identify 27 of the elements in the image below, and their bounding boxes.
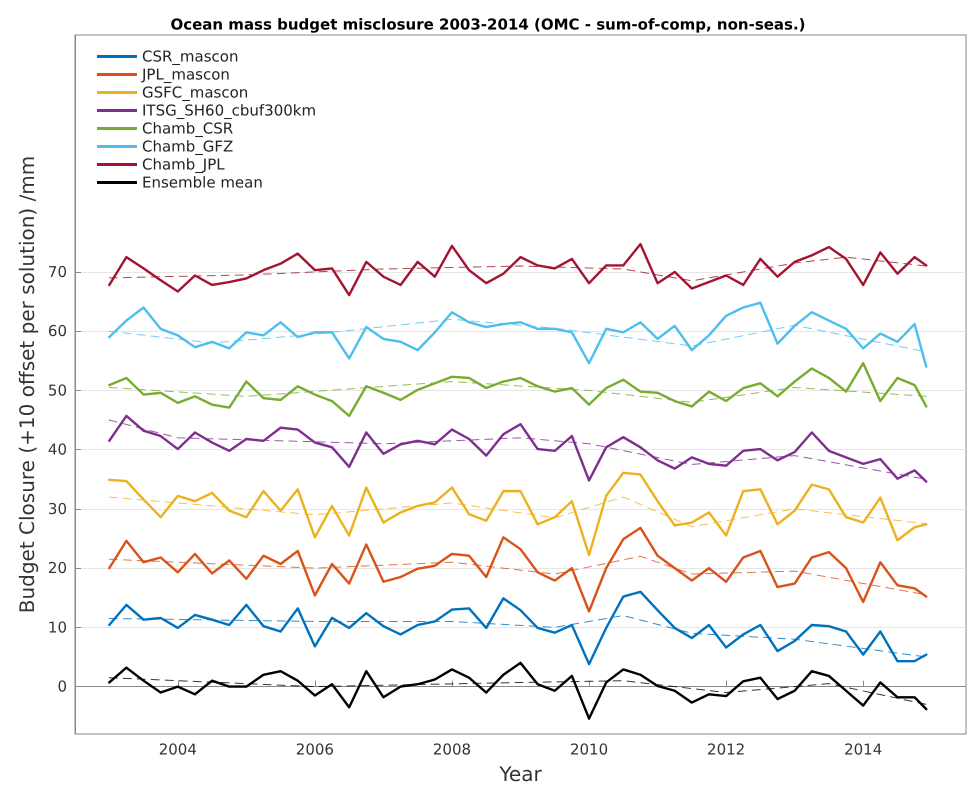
x-tick-label: 2006 bbox=[296, 740, 334, 758]
x-tick-label: 2014 bbox=[844, 740, 882, 758]
x-tick-label: 2008 bbox=[432, 740, 472, 758]
legend-label: ITSG_SH60_cbuf300km bbox=[142, 102, 316, 120]
legend-label: Chamb_GFZ bbox=[142, 138, 234, 156]
chart-title: Ocean mass budget misclosure 2003-2014 (OMC - sum-of-comp, non-seas.) bbox=[170, 16, 806, 34]
x-tick-label: 2004 bbox=[158, 740, 197, 758]
legend-label: JPL_mascon bbox=[141, 66, 230, 84]
y-tick-label: 30 bbox=[48, 500, 67, 518]
x-tick-label: 2012 bbox=[707, 740, 746, 758]
y-tick-label: 0 bbox=[57, 678, 67, 696]
y-axis-title: Budget Closure (+10 offset per solution) /mm bbox=[15, 156, 39, 614]
legend-label: Chamb_JPL bbox=[142, 156, 226, 174]
legend-label: GSFC_mascon bbox=[142, 84, 248, 102]
y-tick-label: 50 bbox=[48, 381, 67, 400]
legend-label: CSR_mascon bbox=[142, 48, 238, 66]
legend-label: Ensemble mean bbox=[142, 174, 263, 192]
y-tick-label: 70 bbox=[48, 262, 67, 281]
y-tick-label: 10 bbox=[48, 618, 67, 636]
y-tick-label: 60 bbox=[48, 322, 67, 340]
line-series bbox=[108, 302, 928, 368]
line-series bbox=[108, 662, 928, 720]
legend-label: Chamb_CSR bbox=[142, 120, 234, 138]
x-axis-title: Year bbox=[498, 762, 542, 786]
y-tick-label: 20 bbox=[48, 559, 67, 578]
x-tick-label: 2010 bbox=[570, 740, 608, 758]
y-tick-label: 40 bbox=[48, 440, 67, 459]
